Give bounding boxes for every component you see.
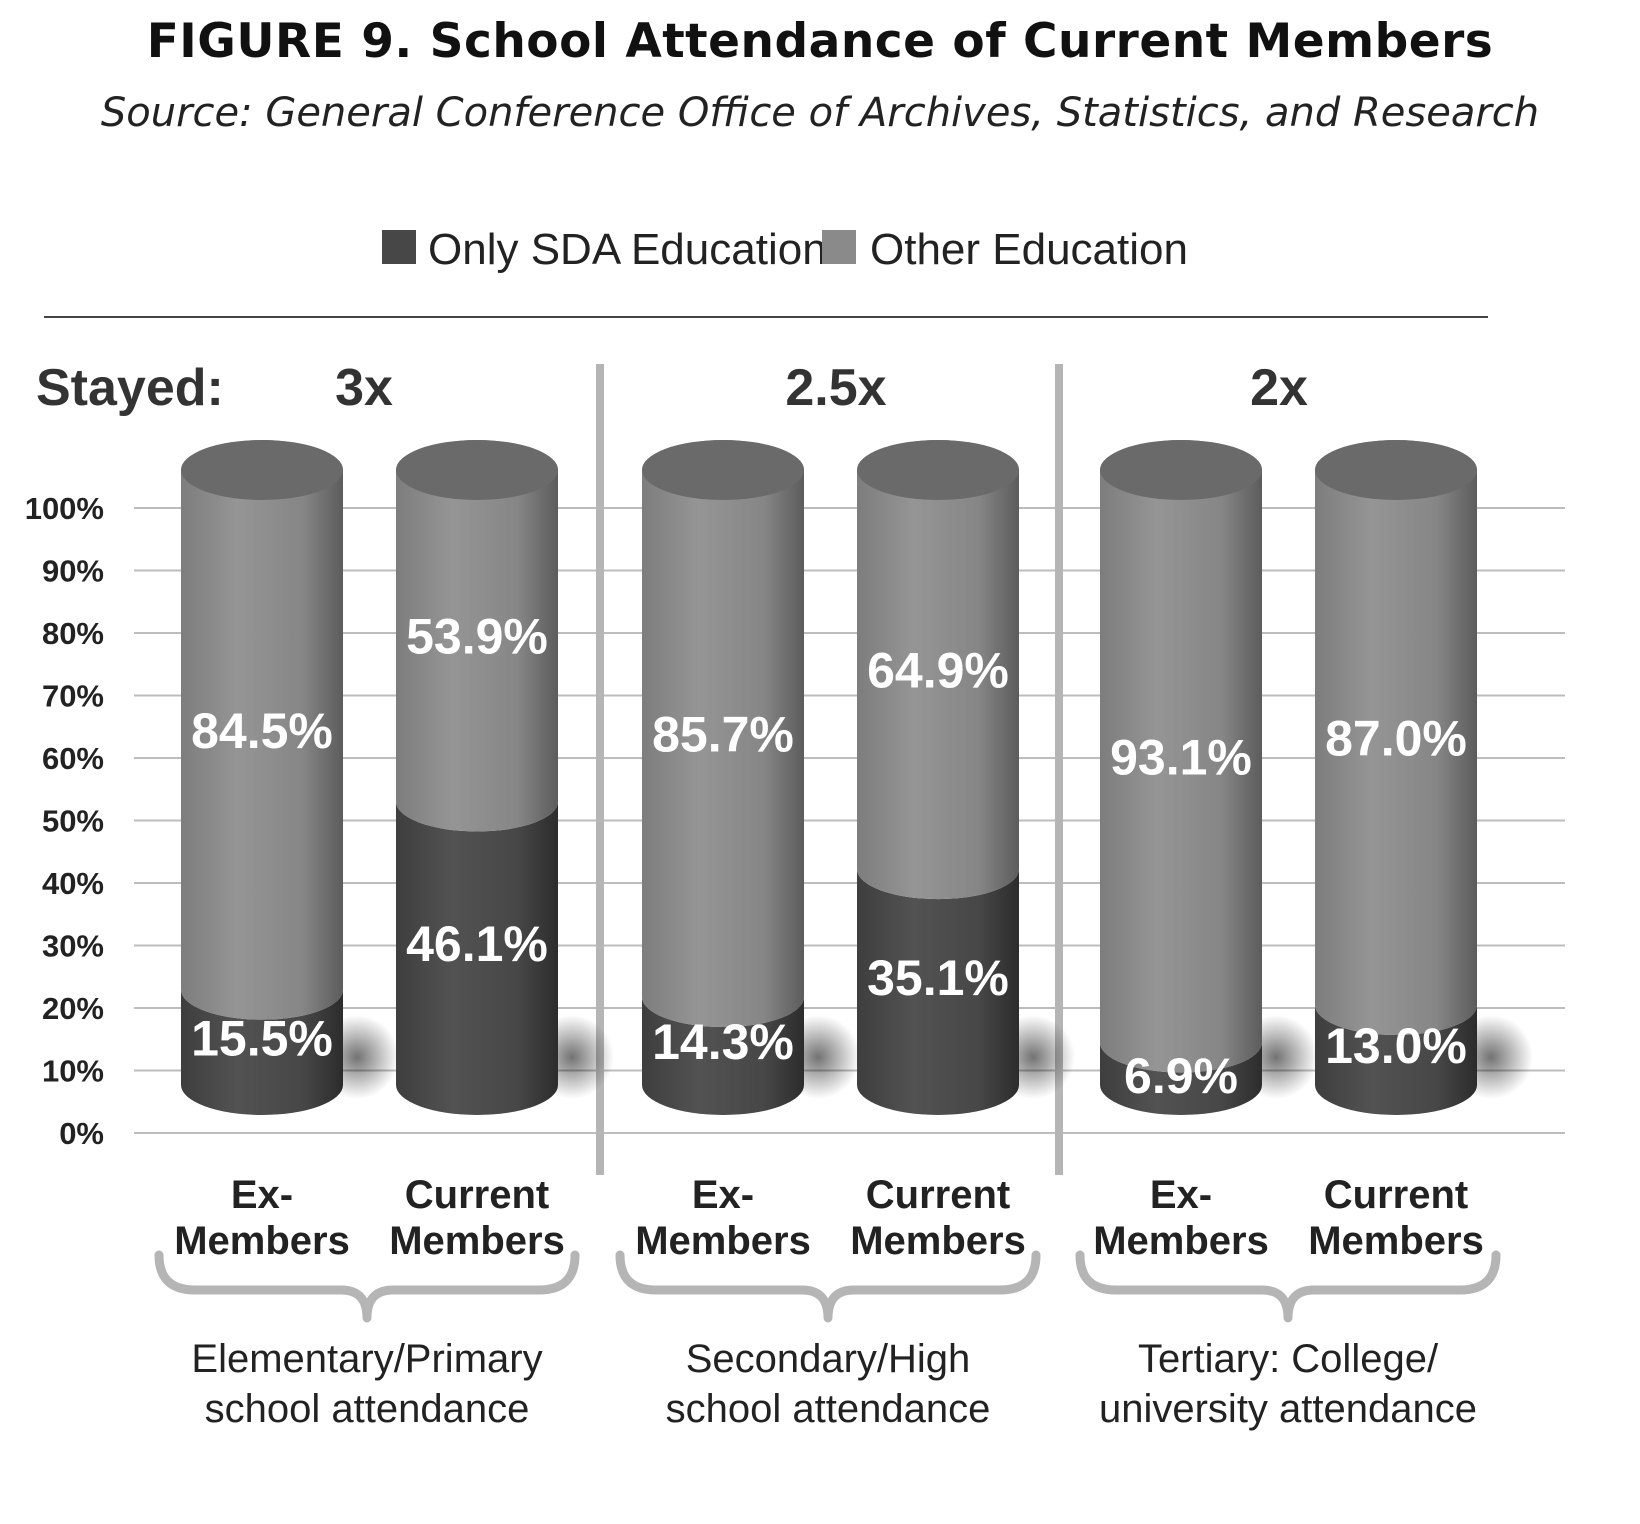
bar-value-other: 84.5% xyxy=(191,703,333,759)
group-label: Tertiary: College/ xyxy=(1138,1337,1439,1381)
bar-segment-other xyxy=(642,440,804,1028)
bar-top-cap xyxy=(1100,440,1262,500)
stayed-label: Stayed: xyxy=(36,359,224,417)
bar-value-other: 93.1% xyxy=(1110,729,1252,785)
bar-segment-other xyxy=(396,440,558,832)
bar-category-label: Ex- xyxy=(1150,1173,1212,1217)
y-tick-label: 20% xyxy=(42,991,104,1026)
bar-value-other: 53.9% xyxy=(406,609,548,665)
bar-value-other: 85.7% xyxy=(652,707,794,763)
group-brace xyxy=(615,1250,1041,1323)
bar-value-sda: 14.3% xyxy=(652,1014,794,1070)
bar-segment-sda xyxy=(396,801,558,1115)
bar-value-sda: 46.1% xyxy=(406,916,548,972)
bar-segment-sda xyxy=(642,997,804,1115)
y-tick-label: 30% xyxy=(42,929,104,964)
bar-segment-sda xyxy=(1100,1042,1262,1115)
bar-segment-sda xyxy=(1315,1005,1477,1115)
bar-value-sda: 15.5% xyxy=(191,1010,333,1066)
group-brace xyxy=(154,1250,580,1323)
bar-category-label: Members xyxy=(174,1219,350,1263)
bar-category-label: Members xyxy=(1308,1219,1484,1263)
y-tick-label: 0% xyxy=(59,1116,104,1151)
bar-value-other: 64.9% xyxy=(867,643,1009,699)
group-label: Elementary/Primary xyxy=(191,1337,542,1381)
legend-swatch-sda xyxy=(382,230,416,264)
group-label: Secondary/High xyxy=(686,1337,971,1381)
group-brace xyxy=(1075,1250,1501,1323)
y-tick-label: 40% xyxy=(42,866,104,901)
bar-value-other: 87.0% xyxy=(1325,711,1467,767)
bar-top-cap xyxy=(181,440,343,500)
y-tick-label: 10% xyxy=(42,1054,104,1089)
multiplier-label: 2.5x xyxy=(785,359,886,417)
bar-category-label: Current xyxy=(405,1173,549,1217)
multiplier-label: 2x xyxy=(1250,359,1308,417)
bar-top-cap xyxy=(1315,440,1477,500)
bar-value-sda: 35.1% xyxy=(867,950,1009,1006)
bar-segment-other xyxy=(1100,440,1262,1073)
group-label: school attendance xyxy=(666,1387,991,1431)
bar-top-cap xyxy=(396,440,558,500)
multiplier-label: 3x xyxy=(335,359,393,417)
y-tick-label: 50% xyxy=(42,804,104,839)
y-tick-label: 70% xyxy=(42,679,104,714)
bar-segment-other xyxy=(181,440,343,1020)
bar-category-label: Current xyxy=(866,1173,1010,1217)
bar-category-label: Members xyxy=(1093,1219,1269,1263)
legend-swatch-other xyxy=(822,230,856,264)
y-tick-label: 90% xyxy=(42,554,104,589)
bar-value-sda: 6.9% xyxy=(1124,1048,1238,1104)
figure-title: FIGURE 9. School Attendance of Current M… xyxy=(146,14,1494,69)
figure-source: Source: General Conference Office of Arc… xyxy=(100,90,1540,136)
bar-category-label: Ex- xyxy=(231,1173,293,1217)
bar-category-label: Members xyxy=(850,1219,1026,1263)
bar-top-cap xyxy=(857,440,1019,500)
y-tick-label: 100% xyxy=(25,491,104,526)
bar-top-cap xyxy=(642,440,804,500)
bar-category-label: Members xyxy=(389,1219,565,1263)
group-label: school attendance xyxy=(205,1387,530,1431)
group-label: university attendance xyxy=(1099,1387,1477,1431)
bar-category-label: Members xyxy=(635,1219,811,1263)
bar-category-label: Ex- xyxy=(692,1173,754,1217)
bar-segment-other xyxy=(857,440,1019,900)
bar-category-label: Current xyxy=(1324,1173,1468,1217)
y-tick-label: 60% xyxy=(42,741,104,776)
bar-value-sda: 13.0% xyxy=(1325,1018,1467,1074)
bar-segment-sda xyxy=(857,869,1019,1115)
legend-label-sda: Only SDA Education xyxy=(428,225,827,274)
bar-segment-other xyxy=(1315,440,1477,1036)
bar-segment-sda xyxy=(181,989,343,1115)
y-tick-label: 80% xyxy=(42,616,104,651)
legend-label-other: Other Education xyxy=(870,225,1188,274)
